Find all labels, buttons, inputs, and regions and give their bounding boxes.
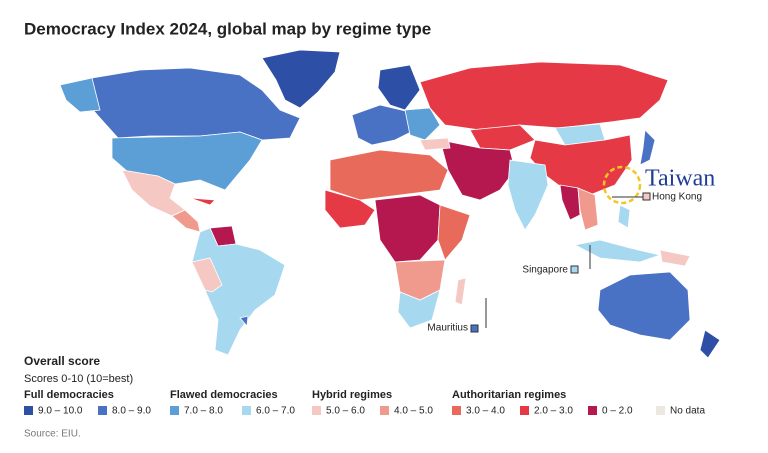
turkey <box>419 137 451 151</box>
legend-swatch <box>588 406 597 415</box>
southeast-asia <box>559 184 581 221</box>
singapore-marker <box>570 265 579 274</box>
mauritius-label: Mauritius <box>427 323 468 334</box>
legend-label: 4.0 – 5.0 <box>394 406 433 417</box>
singapore-label: Singapore <box>522 265 568 276</box>
india <box>507 159 549 231</box>
east-africa <box>437 204 471 261</box>
central-africa <box>374 194 441 263</box>
middle-east <box>439 139 516 201</box>
legend-label: 9.0 – 10.0 <box>38 406 83 417</box>
south-africa <box>397 289 441 329</box>
western-europe <box>351 104 416 146</box>
legend-group-name: Authoritarian regimes <box>452 389 566 401</box>
legend-swatch <box>452 406 461 415</box>
legend-swatch <box>520 406 529 415</box>
legend-label: 7.0 – 8.0 <box>184 406 223 417</box>
uruguay <box>239 315 249 327</box>
legend-label: 2.0 – 3.0 <box>534 406 573 417</box>
north-africa <box>329 149 449 201</box>
legend-label: 0 – 2.0 <box>602 406 633 417</box>
indonesia <box>573 239 662 263</box>
legend-group-name: Full democracies <box>24 389 114 401</box>
west-africa <box>324 189 376 229</box>
legend-swatch <box>98 406 107 415</box>
australia <box>597 271 691 341</box>
world-map <box>59 49 721 359</box>
canada <box>79 67 301 141</box>
legend-title: Overall score <box>24 354 100 368</box>
northern-europe <box>377 64 421 111</box>
hong-kong-label: Hong Kong <box>652 192 702 203</box>
cuba <box>189 197 216 206</box>
legend-group-name: Flawed democracies <box>170 389 278 401</box>
papua <box>659 249 691 267</box>
legend-swatch <box>312 406 321 415</box>
south-america <box>191 227 286 356</box>
legend-swatch <box>242 406 251 415</box>
legend-swatch <box>380 406 389 415</box>
legend-subtitle: Scores 0-10 (10=best) <box>24 373 133 385</box>
legend: Full democracies 9.0 – 10.0 8.0 – 9.0 Flawe… <box>24 389 705 417</box>
legend-label: 8.0 – 9.0 <box>112 406 151 417</box>
legend-label: 6.0 – 7.0 <box>256 406 295 417</box>
taiwan-label: Taiwan <box>645 166 715 192</box>
central-america <box>171 209 201 233</box>
hong-kong-marker <box>642 192 651 201</box>
legend-label: No data <box>670 406 705 417</box>
legend-swatch <box>170 406 179 415</box>
legend-label: 5.0 – 6.0 <box>326 406 365 417</box>
legend-label: 3.0 – 4.0 <box>466 406 505 417</box>
greenland <box>261 49 341 109</box>
japan <box>639 129 656 166</box>
title: Democracy Index 2024, global map by regi… <box>24 19 431 38</box>
legend-swatch <box>24 406 33 415</box>
alaska <box>59 77 101 113</box>
bolivia-peru <box>191 257 223 293</box>
eastern-europe <box>404 107 441 141</box>
kazakhstan <box>469 124 536 151</box>
madagascar <box>454 277 467 306</box>
philippines <box>617 204 631 229</box>
annotations: Taiwan Hong Kong Singapore Mauritius <box>427 166 715 334</box>
legend-swatch <box>656 406 665 415</box>
indochina <box>577 187 599 231</box>
taiwan-highlight <box>602 165 642 205</box>
new-zealand <box>699 329 721 359</box>
legend-group-name: Hybrid regimes <box>312 389 392 401</box>
mauritius-marker <box>470 324 479 333</box>
russia <box>419 61 669 131</box>
source: Source: EIU. <box>24 429 81 440</box>
